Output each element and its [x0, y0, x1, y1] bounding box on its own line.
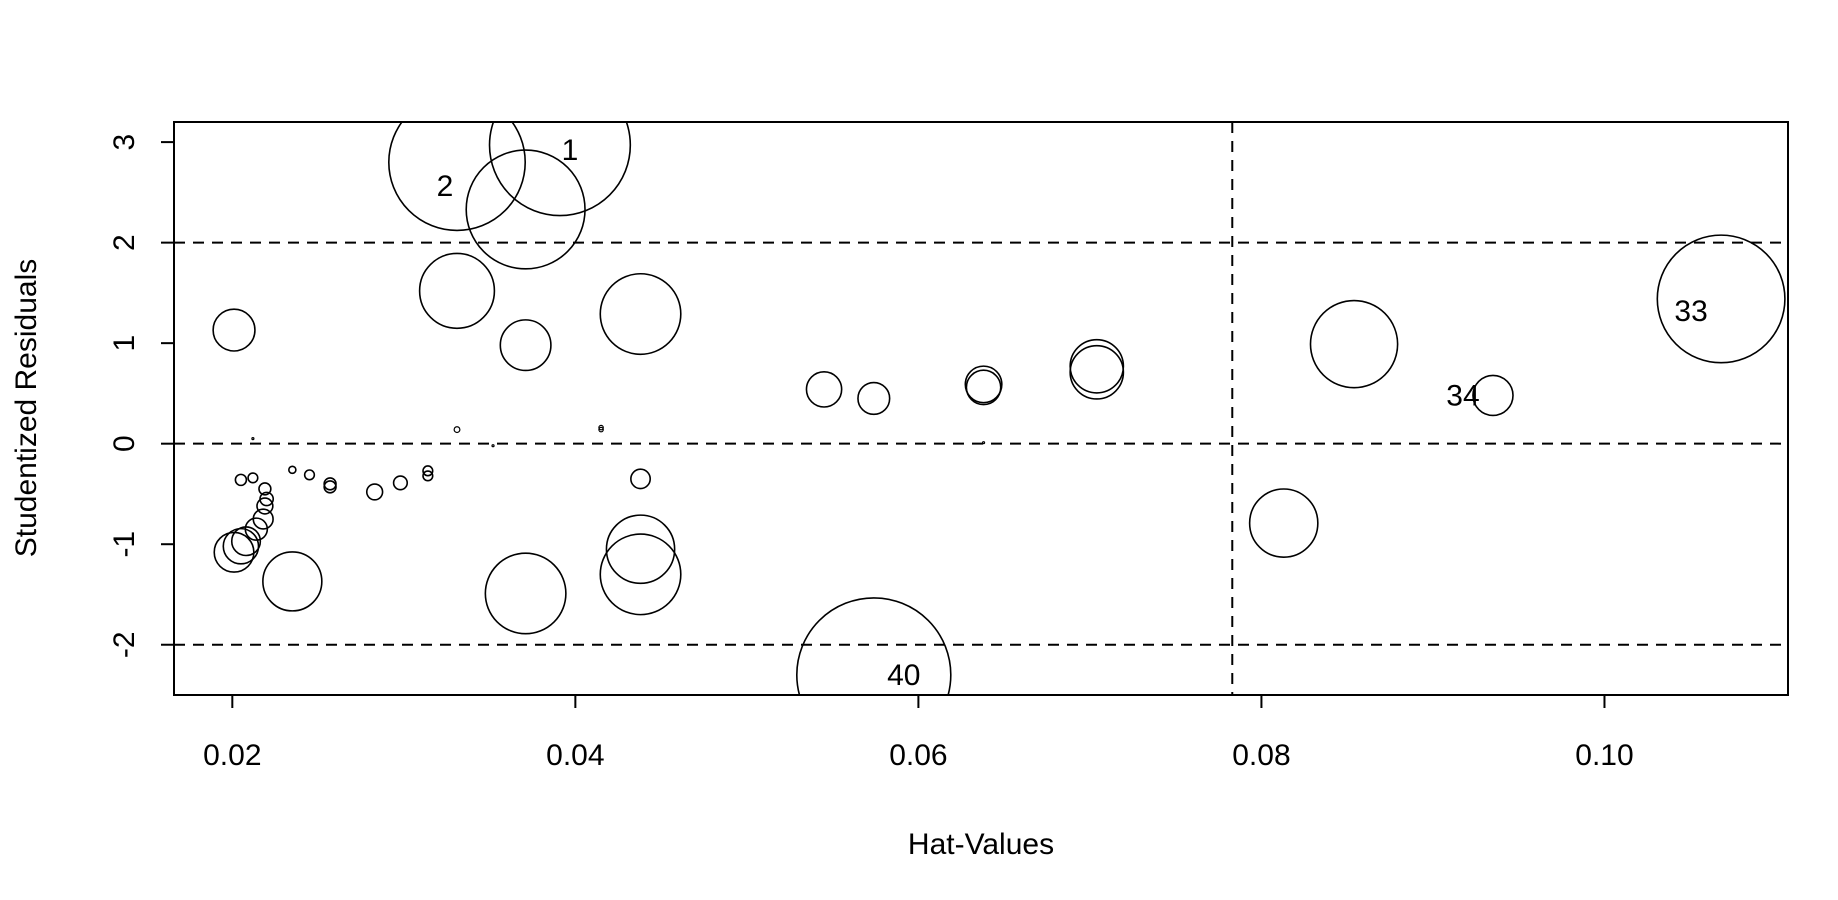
- y-tick-label-4: 2: [108, 234, 141, 251]
- bubble-point-0: [488, 122, 632, 217]
- bubble-point-8: [857, 381, 891, 416]
- bubble-point-28: [256, 497, 274, 515]
- bubble-point-27: [252, 508, 274, 530]
- bubbles: [212, 122, 1786, 695]
- bubble-point-40: [422, 470, 434, 482]
- point-label-40: 40: [887, 659, 920, 692]
- bubble-point-6: [212, 308, 256, 352]
- y-tick-label-0: -2: [108, 631, 141, 658]
- bubble-point-35: [323, 477, 337, 491]
- bubble-point-10: [965, 369, 1002, 406]
- y-tick-label-3: 1: [108, 335, 141, 352]
- x-tick-label-3: 0.08: [1232, 739, 1290, 772]
- bubble-point-29: [259, 491, 275, 507]
- bubble-point-22: [262, 551, 323, 612]
- bubble-point-18: [484, 552, 567, 635]
- bubble-point-43: [598, 426, 604, 433]
- bubble-point-33: [288, 465, 297, 475]
- y-tick-label-1: -1: [108, 531, 141, 558]
- x-tick-label-0: 0.02: [203, 739, 261, 772]
- point-label-33: 33: [1674, 295, 1707, 328]
- plot-area-border: [173, 121, 1789, 696]
- y-axis-label: Studentized Residuals: [10, 259, 43, 558]
- bubble-point-3: [418, 252, 496, 330]
- bubble-point-11: [1069, 338, 1125, 394]
- point-label-1: 1: [562, 134, 579, 167]
- x-axis: 0.02 0.04 0.06 0.08 0.10: [203, 694, 1634, 772]
- bubble-point-37: [365, 483, 384, 501]
- point-label-34: 34: [1446, 379, 1479, 412]
- bubble-point-36: [323, 480, 337, 494]
- bubble-point-42: [598, 424, 604, 431]
- bubble-point-21: [630, 468, 652, 490]
- bubble-point-23: [213, 531, 255, 573]
- bubble-point-31: [234, 473, 248, 487]
- bubble-point-30: [258, 482, 272, 496]
- bubble-point-12: [1069, 344, 1125, 400]
- x-tick-label-4: 0.10: [1575, 739, 1633, 772]
- bubble-point-15: [1656, 234, 1786, 364]
- bubble-point-13: [1309, 299, 1399, 389]
- bubble-point-26: [244, 517, 269, 541]
- bubble-point-20: [599, 533, 682, 616]
- point-labels: 1 2 34 33 40: [437, 134, 1708, 692]
- bubble-point-44: [251, 437, 255, 441]
- bubble-point-17: [796, 597, 952, 695]
- bubble-point-45: [981, 441, 986, 445]
- y-tick-label-2: 0: [108, 435, 141, 452]
- bubble-point-38: [392, 475, 409, 491]
- bubble-point-7: [805, 370, 843, 408]
- bubble-point-34: [303, 469, 316, 481]
- bubble-point-32: [247, 472, 259, 484]
- y-tick-label-5: 3: [108, 134, 141, 151]
- x-axis-label: Hat-Values: [908, 828, 1054, 861]
- bubble-point-39: [422, 465, 434, 477]
- bubble-point-9: [964, 365, 1003, 404]
- bubble-point-14: [1472, 374, 1514, 417]
- bubble-point-46: [491, 444, 495, 448]
- bubble-point-2: [465, 149, 586, 270]
- bubble-point-5: [599, 272, 682, 356]
- bubble-point-19: [605, 514, 676, 585]
- bubble-point-41: [453, 426, 461, 434]
- x-tick-label-1: 0.04: [546, 739, 604, 772]
- reference-lines: [174, 122, 1788, 695]
- point-label-2: 2: [437, 170, 454, 203]
- y-axis: -2 -1 0 1 2 3: [108, 134, 175, 658]
- bubble-point-4: [499, 319, 552, 372]
- x-tick-label-2: 0.06: [889, 739, 947, 772]
- bubble-point-16: [1248, 488, 1319, 558]
- bubble-point-1: [388, 122, 526, 232]
